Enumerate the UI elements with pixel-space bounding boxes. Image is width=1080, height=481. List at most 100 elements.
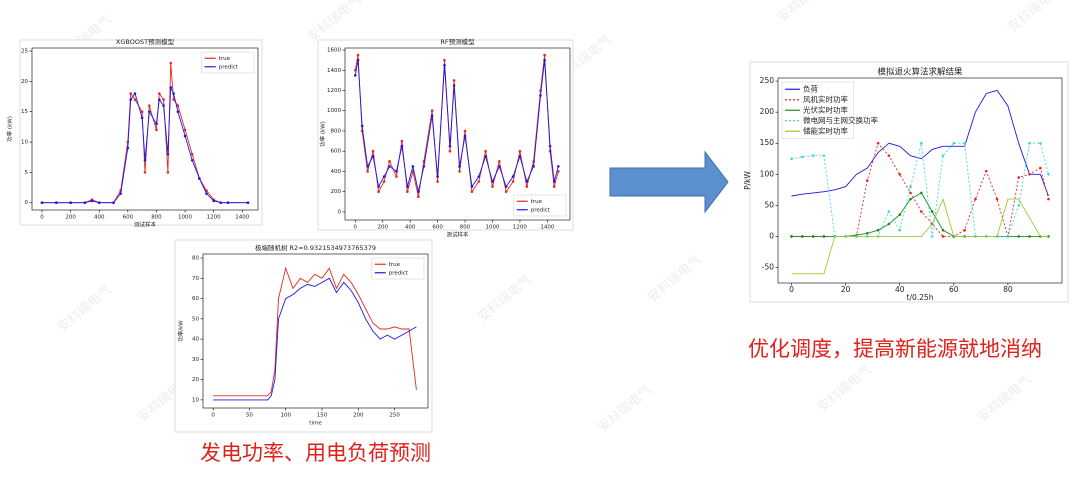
marker [898, 228, 902, 232]
marker [504, 185, 508, 188]
x-tick-label: 1400 [540, 225, 554, 231]
x-tick-label: 250 [389, 413, 400, 419]
marker [169, 86, 173, 89]
marker [790, 235, 793, 238]
marker [1017, 235, 1021, 238]
marker [140, 116, 144, 120]
marker [1047, 197, 1050, 201]
marker [525, 180, 529, 183]
y-tick-label: 10 [21, 140, 28, 146]
marker [356, 53, 360, 57]
marker [552, 180, 556, 183]
marker [887, 154, 891, 157]
marker [90, 199, 94, 203]
chart-title: 模拟退火算法求解结果 [877, 67, 963, 78]
marker [963, 228, 966, 232]
watermark: 安科瑞电气 [55, 282, 115, 336]
marker [356, 58, 360, 62]
chart-title: XGBOOST预测模型 [116, 37, 175, 46]
marker [443, 58, 446, 62]
y-tick-label: -50 [762, 262, 774, 271]
marker [470, 190, 474, 193]
x-tick-label: 600 [432, 225, 443, 231]
marker [198, 177, 201, 180]
marker [129, 92, 132, 95]
x-tick-label: 1200 [513, 225, 527, 231]
x-axis-label: 测试样本 [446, 231, 469, 239]
legend-box [201, 51, 255, 74]
marker [162, 98, 165, 101]
watermark: 安科瑞电气 [305, 0, 365, 46]
marker [539, 94, 542, 97]
marker [822, 154, 826, 157]
legend-label: true [219, 56, 231, 62]
marker [119, 192, 122, 195]
marker [930, 210, 934, 213]
x-tick-label: 200 [353, 413, 364, 419]
x-tick-label: 0 [211, 413, 215, 419]
arrow [609, 150, 729, 214]
marker [458, 170, 461, 173]
marker [400, 144, 404, 148]
y-tick-label: 70 [192, 276, 199, 282]
x-tick-label: 150 [317, 413, 328, 419]
marker [371, 149, 375, 153]
marker [511, 175, 515, 178]
legend-label: predict [531, 207, 551, 213]
y-tick-label: 15 [21, 109, 28, 115]
marker [205, 192, 208, 195]
y-tick-label: 600 [331, 149, 342, 155]
marker [822, 235, 826, 238]
marker [382, 180, 386, 183]
chart-title: 极端随机树 R2=0.9321534973765379 [255, 243, 376, 252]
x-tick-label: 200 [65, 215, 76, 221]
marker [143, 171, 147, 174]
x-axis-label: t/0.25h [907, 293, 934, 302]
marker [448, 149, 452, 153]
marker [887, 210, 891, 213]
marker [458, 165, 461, 168]
y-tick-label: 60 [192, 296, 199, 302]
marker [909, 197, 912, 201]
legend-label: 光伏实时功率 [803, 104, 848, 114]
caption: 发电功率、用电负荷预测 [200, 441, 431, 465]
marker [543, 58, 546, 62]
x-axis-label: time [309, 421, 322, 427]
marker [395, 175, 398, 178]
marker [887, 222, 891, 226]
marker [484, 154, 487, 158]
legend-label: predict [219, 64, 239, 70]
marker [909, 185, 912, 189]
watermark: 安科瑞电气 [975, 372, 1035, 426]
marker [532, 165, 535, 168]
marker [448, 144, 452, 148]
marker [484, 149, 487, 153]
marker [984, 169, 988, 173]
marker [112, 201, 115, 205]
marker [865, 179, 869, 182]
marker [183, 134, 187, 138]
marker [183, 128, 187, 132]
marker [930, 235, 934, 238]
y-tick-label: 100 [760, 169, 775, 178]
marker [876, 228, 880, 232]
marker [898, 213, 902, 216]
plot-area [31, 47, 259, 211]
y-tick-label: 1000 [327, 108, 341, 114]
legend-label: true [531, 199, 543, 205]
marker [147, 104, 151, 107]
marker [801, 235, 804, 238]
plot-area [344, 47, 571, 221]
watermark: 安科瑞电气 [595, 382, 655, 436]
marker [498, 165, 501, 168]
marker [219, 201, 223, 205]
marker [158, 92, 161, 95]
marker [477, 175, 481, 178]
x-tick-label: 50 [246, 413, 253, 419]
legend-label: 负荷 [803, 83, 818, 93]
y-tick-label: 1600 [327, 48, 341, 54]
y-tick-label: 20 [192, 377, 199, 383]
marker [406, 185, 409, 188]
caption: 优化调度，提高新能源就地消纳 [748, 337, 1042, 361]
marker [158, 98, 161, 101]
